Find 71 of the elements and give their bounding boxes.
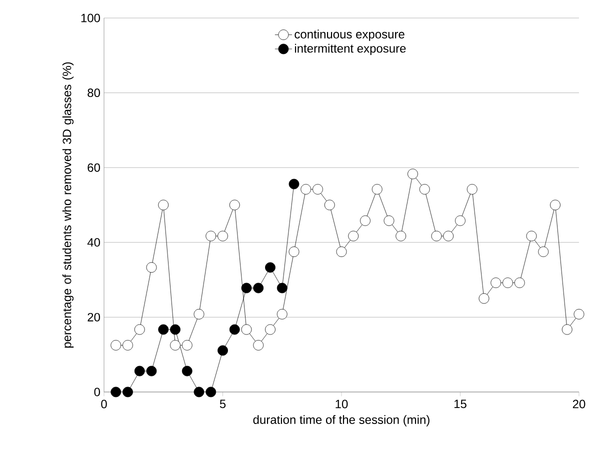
- point: [265, 262, 276, 273]
- point: [562, 324, 572, 335]
- y-tick-label: 100: [81, 14, 100, 22]
- point: [194, 386, 204, 398]
- point: [146, 262, 157, 273]
- legend-label: continuous exposure: [294, 30, 404, 41]
- point: [431, 230, 442, 242]
- point: [324, 200, 335, 210]
- point: [514, 278, 525, 288]
- point: [466, 184, 478, 194]
- x-tick-label: 20: [572, 400, 586, 408]
- legend-label: intermittent exposure: [295, 44, 406, 56]
- point: [384, 216, 394, 226]
- point: [241, 282, 252, 294]
- point: [265, 324, 276, 335]
- point: [206, 230, 216, 242]
- point: [170, 324, 180, 335]
- point: [276, 308, 288, 320]
- point: [158, 200, 169, 210]
- point: [574, 308, 584, 320]
- point: [550, 200, 560, 210]
- point: [206, 386, 216, 398]
- point: [182, 366, 192, 376]
- x-tick-label: 5: [220, 400, 226, 408]
- x-tick-label: 15: [454, 400, 466, 408]
- point: [146, 366, 157, 376]
- point: [122, 386, 133, 398]
- point: [419, 184, 430, 194]
- x-tick-label: 10: [336, 400, 348, 408]
- point: [312, 184, 323, 194]
- x-axis-title: duration time of the session (min): [253, 415, 430, 426]
- point: [300, 184, 312, 194]
- point: [526, 230, 537, 242]
- point: [229, 200, 240, 210]
- point: [288, 246, 300, 257]
- point: [134, 324, 145, 335]
- point: [218, 230, 228, 242]
- point: [408, 168, 418, 180]
- point: [490, 278, 502, 288]
- point: [276, 282, 288, 294]
- x-tick-label: 0: [101, 400, 107, 408]
- point: [229, 324, 240, 335]
- y-tick-label: 20: [88, 312, 100, 322]
- point: [122, 340, 133, 350]
- point: [288, 178, 300, 190]
- point: [194, 308, 204, 320]
- point: [110, 386, 122, 398]
- point: [158, 324, 169, 335]
- y-tick-label: 60: [88, 163, 100, 172]
- y-tick-label: 0: [94, 388, 100, 396]
- point: [443, 230, 454, 242]
- point: [336, 246, 347, 257]
- y-tick-label: 80: [88, 88, 100, 98]
- point: [455, 216, 466, 226]
- y-tick-label: 40: [87, 238, 100, 247]
- point: [396, 230, 406, 242]
- point: [182, 340, 192, 350]
- point: [360, 216, 370, 226]
- point: [241, 324, 252, 335]
- point: [253, 282, 264, 294]
- point: [110, 340, 122, 350]
- point: [253, 340, 264, 350]
- point: [478, 293, 490, 304]
- point: [218, 345, 228, 356]
- point: [372, 184, 382, 194]
- point: [348, 230, 359, 242]
- y-axis-title: percentage of students who removed 3D glasses (%): [62, 62, 74, 348]
- point: [134, 366, 145, 376]
- point: [502, 278, 513, 288]
- point: [170, 340, 180, 350]
- point: [538, 246, 549, 257]
